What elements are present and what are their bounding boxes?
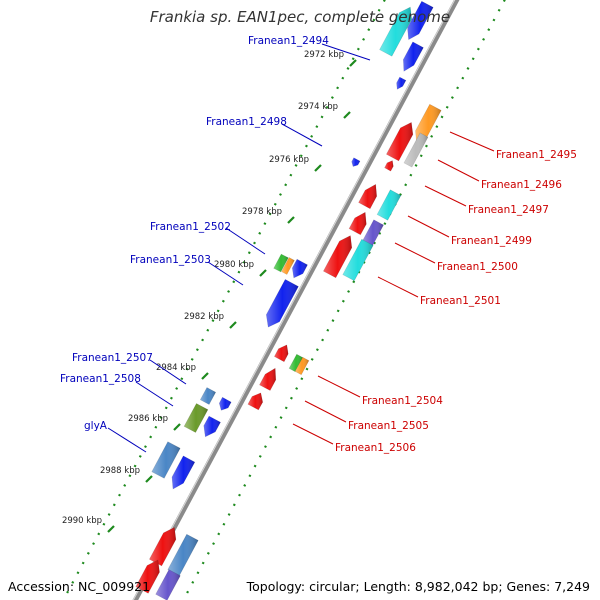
leader-line (407, 215, 450, 238)
tick-label: 2976 kbp (269, 155, 309, 165)
gene-feature-shade (295, 357, 309, 375)
accession-text: Accession: NC_009921 (8, 579, 151, 594)
leader-line (225, 227, 266, 255)
gene-feature-shade (266, 279, 299, 328)
tick-label: 2978 kbp (242, 207, 282, 217)
gene-feature-shade (379, 7, 412, 57)
genome-backbone (132, 0, 460, 600)
gene-feature-shade (289, 354, 303, 372)
leader-line (437, 159, 480, 182)
leader-line (449, 131, 495, 152)
leader-line (304, 400, 347, 423)
gene-feature-shade (404, 132, 428, 168)
tick-label: 2974 kbp (298, 102, 338, 112)
gene-feature-shade (135, 560, 160, 594)
gene-feature-shade (384, 160, 394, 172)
gene-label-forward: Franean1_2508 (60, 373, 141, 385)
gene-feature-shade (151, 441, 181, 479)
tick-label: 2982 kbp (184, 312, 224, 322)
gene-features (135, 0, 442, 600)
tick-mark (173, 423, 181, 431)
gene-feature-shade (219, 397, 232, 411)
gene-feature-shade (203, 416, 221, 437)
gene-label-reverse: Franean1_2501 (420, 295, 501, 307)
gene-feature-shade (349, 212, 367, 235)
leader-line (149, 359, 187, 385)
gene-feature-shade (407, 1, 434, 40)
gene-feature-shade (167, 534, 199, 576)
inner-tick-ring (62, 0, 386, 600)
tick-mark (107, 525, 115, 533)
tick-label: 2990 kbp (62, 516, 102, 526)
gene-label-reverse: Franean1_2505 (348, 420, 429, 432)
gene-label-forward: Franean1_2494 (248, 35, 329, 47)
gene-feature-shade (342, 239, 374, 281)
gene-feature-shade (247, 392, 263, 410)
gene-feature-shade (273, 254, 289, 272)
gene-feature-shade (200, 387, 216, 405)
tick-mark (314, 164, 322, 172)
gene-label-forward: Franean1_2502 (150, 221, 231, 233)
gene-label-forward: glyA (84, 420, 108, 432)
tick-mark (259, 269, 267, 277)
gene-label-reverse: Franean1_2500 (437, 261, 518, 273)
gene-feature-shade (184, 403, 208, 433)
gene-feature-shade (358, 184, 377, 209)
gene-label-forward: Franean1_2498 (206, 116, 287, 128)
tick-label: 2980 kbp (214, 260, 254, 270)
tick-mark (201, 372, 209, 380)
tick-mark (145, 475, 153, 483)
leader-line (424, 185, 467, 207)
leader-line (107, 427, 147, 453)
tick-label: 2984 kbp (156, 363, 196, 373)
gene-feature-shade (396, 77, 406, 90)
gene-feature-shade (172, 455, 195, 489)
tick-mark (343, 111, 351, 119)
gene-feature-shade (386, 122, 413, 161)
tick-marks: 2972 kbp 2974 kbp 2976 kbp 2978 kbp 2980 kbp… (62, 50, 357, 533)
genome-backbone-highlight (132, 0, 456, 600)
tick-mark (349, 59, 357, 67)
leader-line (377, 276, 419, 298)
tick-mark (229, 321, 237, 329)
leader-line (207, 261, 244, 286)
gene-label-reverse: Franean1_2504 (362, 395, 443, 407)
gene-feature-shade (377, 189, 401, 221)
gene-label-forward: Franean1_2503 (130, 254, 211, 266)
leader-line (292, 423, 334, 445)
gene-label-reverse: Franean1_2506 (335, 442, 416, 454)
genome-summary: Topology: circular; Length: 8,982,042 bp… (246, 579, 590, 594)
tick-label: 2972 kbp (304, 50, 344, 60)
leader-line (317, 375, 361, 398)
gene-label-reverse: Franean1_2496 (481, 179, 562, 191)
gene-feature-shade (403, 41, 424, 72)
leader-line (281, 123, 323, 147)
gene-feature-shade (415, 104, 442, 143)
label-leaders (107, 43, 495, 453)
gene-label-reverse: Franean1_2499 (451, 235, 532, 247)
gene-feature-shade (281, 257, 295, 275)
gene-label-forward: Franean1_2507 (72, 352, 153, 364)
gene-label-reverse: Franean1_2495 (496, 149, 577, 161)
gene-feature-shade (351, 157, 360, 167)
gene-labels: Franean1_2494 Franean1_2498 Franean1_2502 F… (60, 35, 577, 454)
gene-feature-shade (149, 527, 176, 566)
leader-line (394, 242, 436, 264)
gene-feature-shade (323, 235, 352, 278)
gene-feature-shade (155, 569, 181, 600)
tick-mark (287, 216, 295, 224)
leader-line (135, 381, 174, 407)
tick-label: 2986 kbp (128, 414, 168, 424)
genome-title: Frankia sp. EAN1pec, complete genome (149, 8, 451, 26)
leader-line (321, 43, 371, 61)
gene-feature-shade (362, 219, 384, 247)
gene-feature-shade (292, 259, 308, 278)
gene-feature-shade (259, 368, 276, 391)
gene-feature-shade (274, 344, 289, 362)
tick-label: 2988 kbp (100, 466, 140, 476)
gene-label-reverse: Franean1_2497 (468, 204, 549, 216)
